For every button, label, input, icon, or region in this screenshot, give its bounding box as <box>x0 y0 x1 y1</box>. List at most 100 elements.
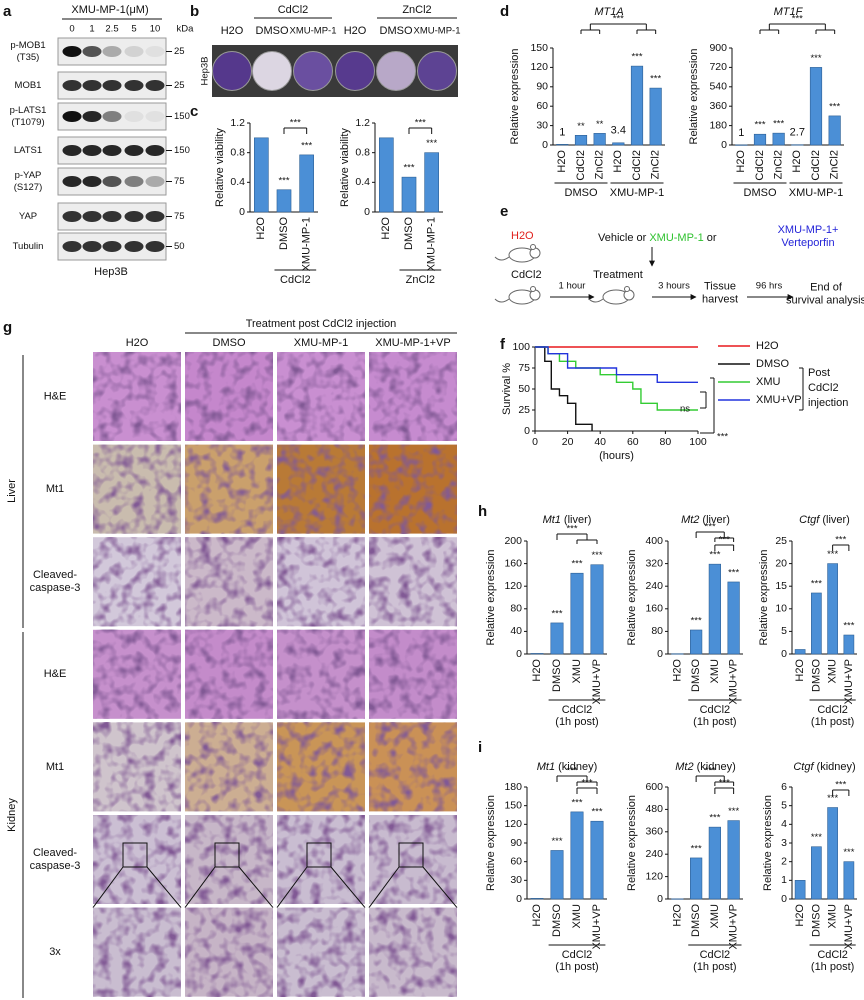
y-tick-label: 600 <box>645 781 663 793</box>
legend-label: DMSO <box>756 358 789 370</box>
x-tick-label: XMU <box>709 659 721 684</box>
image-texture <box>93 907 181 997</box>
chart-title: Ctgf (liver) <box>799 514 850 526</box>
significance: *** <box>631 52 642 63</box>
significance: *** <box>571 559 582 570</box>
legend-label: XMU+VP <box>756 394 802 406</box>
blot-band <box>62 111 82 122</box>
chart-title: MT1A <box>594 6 623 18</box>
chart-title: Mt2 (kidney) <box>675 761 735 773</box>
blot-row-label: YAP <box>19 211 37 222</box>
significance: *** <box>426 138 437 149</box>
well-label: XMU-MP-1 <box>414 26 461 37</box>
y-tick-label: 400 <box>645 535 663 547</box>
title-note: (kidney) <box>817 761 856 773</box>
harvest-label: harvest <box>702 293 738 305</box>
x-tick-label: H2O <box>255 217 267 240</box>
bar <box>649 87 662 146</box>
x-axis-label: (hours) <box>599 450 634 462</box>
row-label: 3x <box>49 946 61 958</box>
survival-line <box>535 346 698 411</box>
treatment-options: Vehicle or XMU-MP-1 or <box>598 232 717 244</box>
survival-line <box>535 346 698 383</box>
survival-line <box>535 346 593 431</box>
bar <box>590 564 604 655</box>
y-tick-label: 0 <box>516 648 522 660</box>
y-tick-label: 360 <box>645 826 663 838</box>
blot-band <box>145 176 165 187</box>
y-tick-label: 540 <box>709 81 727 93</box>
blot-band <box>82 176 102 187</box>
panel-label: f <box>500 336 506 353</box>
chart-title: Ctgf (kidney) <box>793 761 855 773</box>
bar <box>827 563 838 655</box>
y-tick-label: 50 <box>518 383 530 395</box>
x-tick-label: CdCl2 <box>754 150 766 181</box>
panel-label: d <box>500 3 509 20</box>
y-axis-label: Relative expression <box>688 49 700 145</box>
bar <box>753 133 767 146</box>
y-axis-label: Relative expression <box>626 795 638 891</box>
zoom-box <box>306 842 332 868</box>
blot-band <box>124 211 144 222</box>
y-tick-label: 0 <box>721 139 727 151</box>
zoom-line <box>422 866 458 908</box>
significance: *** <box>591 550 602 561</box>
y-axis-label: Relative expression <box>485 795 497 891</box>
x-tick-label: XMU+VP <box>591 904 603 950</box>
title-note: (kidney) <box>558 761 597 773</box>
column-label: DMSO <box>213 337 246 349</box>
y-tick-label: 150 <box>504 799 522 811</box>
significance: *** <box>773 119 784 130</box>
group-label: CdCl2 <box>278 4 309 16</box>
significance: *** <box>691 843 702 854</box>
column-label: H2O <box>126 337 149 349</box>
y-tick-label: 60 <box>510 855 522 867</box>
blot-band <box>145 145 165 156</box>
size-marker: 25 <box>174 80 185 91</box>
blot-row-label: (S127) <box>14 182 43 193</box>
row-label: Mt1 <box>46 483 64 495</box>
column-label: XMU-MP-1+VP <box>375 337 451 349</box>
y-tick-label: 25 <box>518 404 530 416</box>
x-tick-label: 100 <box>689 436 707 448</box>
bar <box>828 115 841 146</box>
x-tick-label: 40 <box>594 436 606 448</box>
title-gene: Ctgf <box>793 761 814 773</box>
significance: *** <box>728 806 739 817</box>
y-tick-label: 0.4 <box>230 176 245 188</box>
mouse-icon <box>530 244 536 250</box>
bar <box>727 820 740 900</box>
bar <box>590 820 604 900</box>
x-tick-label: ZnCl2 <box>650 150 662 179</box>
bar <box>550 622 564 655</box>
x-tick-label: DMSO <box>690 904 702 937</box>
image-texture <box>185 629 273 719</box>
title-note: (kidney) <box>697 761 736 773</box>
significance: ** <box>577 121 585 132</box>
comparison: *** <box>705 522 716 533</box>
y-tick-label: 180 <box>504 781 522 793</box>
y-axis-label: Relative expression <box>762 795 774 891</box>
y-tick-label: 150 <box>530 42 548 54</box>
y-tick-label: 60 <box>536 100 548 112</box>
blot-row-label: p-MOB1 <box>10 40 45 51</box>
bar <box>811 846 822 900</box>
bar <box>630 65 644 146</box>
image-texture <box>277 629 365 719</box>
harvest-label: Tissue <box>704 280 736 292</box>
y-axis-label: Relative viability <box>339 128 351 207</box>
well-label: DMSO <box>256 25 289 37</box>
x-tick-label: XMU+VP <box>843 659 855 705</box>
zoom-line <box>92 866 124 908</box>
bar <box>530 898 544 900</box>
comparison: *** <box>835 535 846 546</box>
x-tick-label: XMU+VP <box>728 904 740 950</box>
legend-note: Post <box>808 367 830 379</box>
image-texture <box>93 352 181 441</box>
y-tick-label: 0.8 <box>230 146 245 158</box>
image-texture <box>185 722 273 812</box>
blot-band <box>102 111 122 122</box>
bar <box>401 176 417 213</box>
